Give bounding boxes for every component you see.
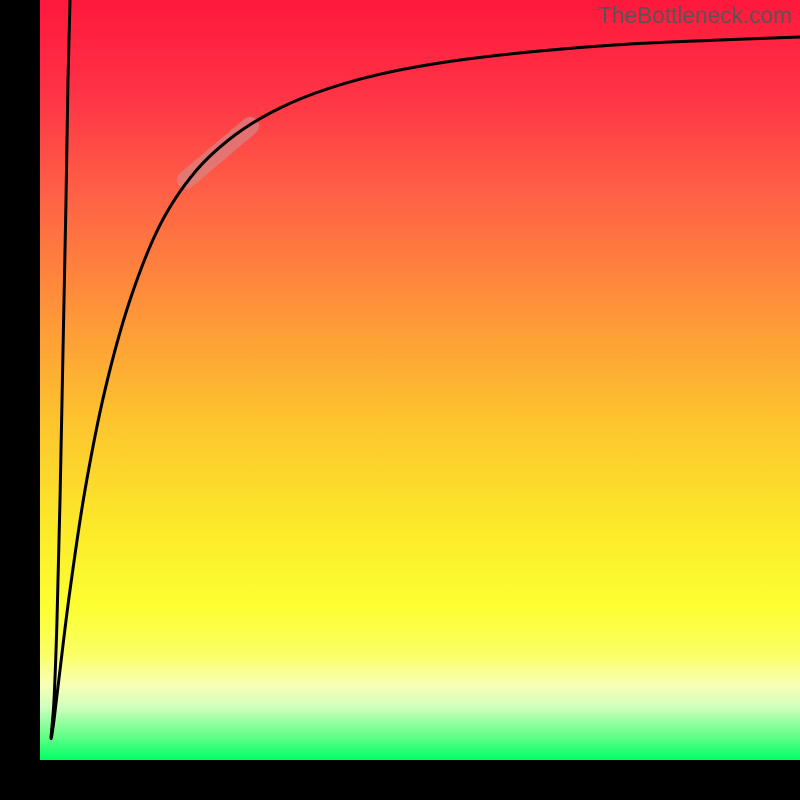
figure-root: TheBottleneck.com xyxy=(0,0,800,800)
bottleneck-curve xyxy=(51,0,800,739)
watermark-text: TheBottleneck.com xyxy=(598,2,792,29)
plot-area xyxy=(40,0,800,760)
curve-layer xyxy=(40,0,800,760)
